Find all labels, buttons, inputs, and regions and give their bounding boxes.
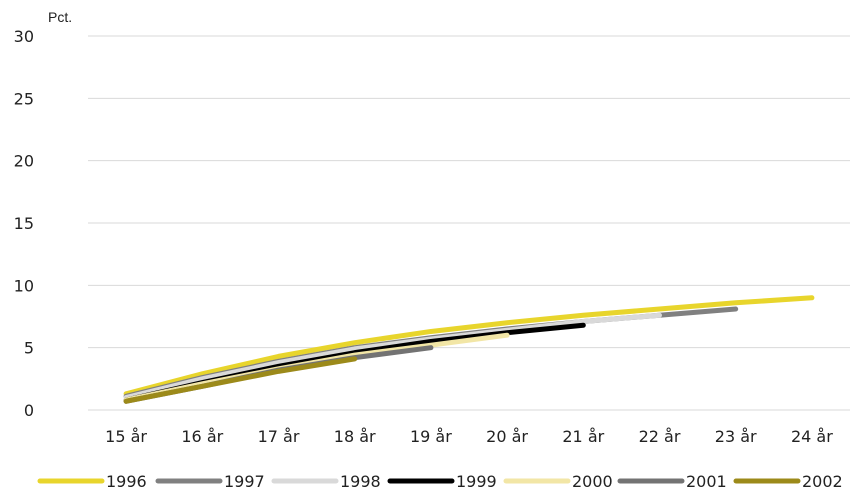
x-tick-label: 19 år — [410, 427, 452, 446]
x-tick-label: 24 år — [791, 427, 833, 446]
series-line-1998 — [123, 312, 662, 401]
y-axis-ticks: 0 5 10 15 20 25 30 — [14, 27, 34, 420]
x-tick-label: 22 år — [639, 427, 681, 446]
y-tick-label: 5 — [24, 339, 34, 358]
legend-label: 1997 — [224, 472, 265, 491]
y-tick-label: 30 — [14, 27, 34, 46]
series-line-1996 — [123, 295, 815, 397]
legend-label: 1996 — [106, 472, 147, 491]
y-tick-label: 20 — [14, 152, 34, 171]
x-tick-label: 20 år — [486, 427, 528, 446]
x-tick-label: 18 år — [334, 427, 376, 446]
legend-label: 1998 — [340, 472, 381, 491]
series-line-2002 — [123, 356, 358, 404]
y-axis-unit-label: Pct. — [48, 9, 72, 25]
x-tick-label: 15 år — [105, 427, 147, 446]
x-axis-ticks: 15 år 16 år 17 år 18 år 19 år 20 år 21 år 22 år… — [105, 427, 833, 446]
x-tick-label: 17 år — [258, 427, 300, 446]
y-tick-label: 10 — [14, 276, 34, 295]
y-tick-label: 0 — [24, 401, 34, 420]
legend-label: 1999 — [456, 472, 497, 491]
x-tick-label: 21 år — [562, 427, 604, 446]
series-lines — [123, 295, 815, 404]
x-tick-label: 16 år — [181, 427, 223, 446]
legend: 1996 1997 1998 1999 2000 2001 2002 — [37, 472, 843, 491]
legend-label: 2002 — [802, 472, 843, 491]
x-tick-label: 23 år — [715, 427, 757, 446]
y-tick-label: 25 — [14, 89, 34, 108]
legend-label: 2000 — [572, 472, 613, 491]
legend-label: 2001 — [686, 472, 727, 491]
y-tick-label: 15 — [14, 214, 34, 233]
gridlines — [88, 35, 850, 411]
